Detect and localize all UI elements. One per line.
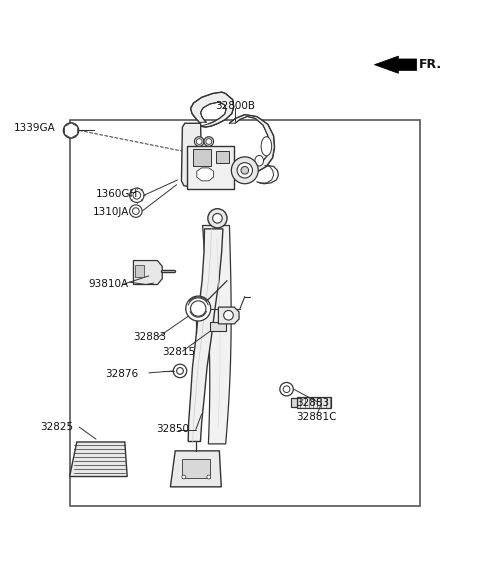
Circle shape	[224, 311, 233, 320]
Text: 32800B: 32800B	[215, 100, 255, 111]
Polygon shape	[170, 451, 221, 487]
Polygon shape	[291, 398, 297, 408]
Circle shape	[283, 386, 290, 392]
Polygon shape	[193, 149, 211, 166]
Text: 32825: 32825	[40, 422, 73, 432]
Circle shape	[206, 139, 212, 144]
Circle shape	[177, 368, 183, 375]
Circle shape	[186, 296, 211, 321]
Text: 32850: 32850	[156, 424, 190, 435]
Text: FR.: FR.	[419, 58, 442, 71]
Polygon shape	[218, 307, 239, 324]
Circle shape	[132, 208, 139, 215]
Polygon shape	[187, 146, 234, 188]
Circle shape	[182, 475, 186, 479]
Text: 32876: 32876	[106, 369, 139, 379]
Polygon shape	[182, 459, 210, 478]
Text: 1360GH: 1360GH	[96, 190, 138, 199]
Circle shape	[196, 139, 202, 144]
Ellipse shape	[261, 136, 272, 156]
Bar	[70, 120, 420, 506]
Text: 93810A: 93810A	[89, 279, 129, 289]
Polygon shape	[203, 226, 231, 444]
Circle shape	[130, 205, 142, 218]
Polygon shape	[70, 442, 127, 477]
Polygon shape	[229, 115, 275, 171]
Polygon shape	[374, 56, 417, 73]
Text: 32883: 32883	[297, 398, 330, 408]
Text: 1339GA: 1339GA	[13, 123, 55, 133]
Circle shape	[280, 383, 293, 396]
Ellipse shape	[255, 155, 264, 166]
Polygon shape	[210, 321, 226, 331]
Polygon shape	[181, 123, 202, 188]
Polygon shape	[216, 151, 229, 163]
Circle shape	[130, 188, 144, 203]
Text: 32883: 32883	[133, 332, 167, 342]
Circle shape	[67, 126, 75, 135]
Polygon shape	[197, 168, 214, 181]
Circle shape	[63, 123, 79, 138]
Circle shape	[241, 167, 249, 174]
Text: 1310JA: 1310JA	[93, 207, 129, 216]
Circle shape	[173, 364, 187, 377]
Circle shape	[191, 301, 206, 316]
Polygon shape	[297, 397, 331, 408]
Circle shape	[213, 214, 222, 223]
Polygon shape	[191, 92, 234, 127]
Polygon shape	[64, 123, 78, 138]
Circle shape	[194, 136, 204, 146]
Polygon shape	[133, 260, 162, 284]
Circle shape	[237, 163, 252, 178]
Polygon shape	[188, 229, 223, 441]
Text: 32815: 32815	[162, 347, 195, 357]
Circle shape	[204, 136, 214, 146]
Text: 32881C: 32881C	[297, 412, 337, 423]
Circle shape	[231, 157, 258, 184]
Polygon shape	[135, 266, 144, 277]
Circle shape	[133, 191, 141, 199]
Circle shape	[208, 208, 227, 228]
Circle shape	[207, 475, 211, 479]
